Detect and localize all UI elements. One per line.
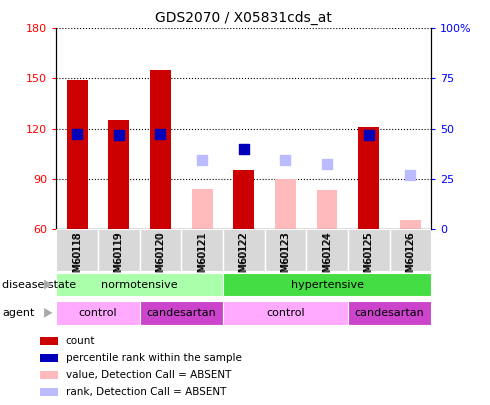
Text: GSM60118: GSM60118 (72, 231, 82, 284)
Text: GSM60125: GSM60125 (364, 232, 374, 285)
Text: GSM60120: GSM60120 (155, 231, 166, 284)
Text: control: control (79, 308, 117, 318)
Point (74, 130, 81, 137)
FancyBboxPatch shape (223, 229, 265, 271)
Text: GSM60121: GSM60121 (197, 232, 207, 285)
Text: GSM60126: GSM60126 (405, 231, 416, 284)
FancyBboxPatch shape (348, 301, 431, 325)
Text: value, Detection Call = ABSENT: value, Detection Call = ABSENT (66, 370, 231, 380)
Point (323, 160, 331, 167)
Point (198, 157, 206, 164)
Text: hypertensive: hypertensive (291, 279, 364, 290)
FancyBboxPatch shape (223, 273, 431, 296)
Text: GSM60118: GSM60118 (72, 232, 82, 285)
Title: GDS2070 / X05831cds_at: GDS2070 / X05831cds_at (155, 11, 332, 25)
Point (365, 132, 372, 139)
FancyBboxPatch shape (140, 229, 181, 271)
FancyBboxPatch shape (348, 229, 390, 271)
Bar (400, 220, 421, 229)
FancyBboxPatch shape (390, 229, 431, 271)
Text: normotensive: normotensive (101, 279, 178, 290)
FancyBboxPatch shape (140, 301, 223, 325)
FancyBboxPatch shape (223, 301, 348, 325)
Bar (233, 171, 254, 229)
FancyBboxPatch shape (56, 273, 223, 296)
FancyBboxPatch shape (56, 301, 140, 325)
Bar (108, 120, 129, 229)
Text: disease state: disease state (2, 279, 76, 290)
Bar (192, 189, 213, 229)
Text: candesartan: candesartan (355, 308, 424, 318)
Text: GSM60119: GSM60119 (114, 231, 124, 284)
FancyBboxPatch shape (181, 229, 223, 271)
Text: count: count (66, 336, 95, 346)
Bar (67, 80, 88, 229)
Bar (40, 388, 58, 396)
Bar (275, 179, 296, 229)
Point (156, 130, 164, 137)
Text: GSM60120: GSM60120 (155, 232, 166, 285)
Text: percentile rank within the sample: percentile rank within the sample (66, 353, 242, 363)
Text: control: control (266, 308, 305, 318)
Text: GSM60124: GSM60124 (322, 232, 332, 285)
Text: GSM60125: GSM60125 (364, 231, 374, 284)
Text: GSM60124: GSM60124 (322, 231, 332, 284)
Text: GSM60121: GSM60121 (197, 231, 207, 284)
FancyBboxPatch shape (56, 229, 98, 271)
Text: candesartan: candesartan (147, 308, 216, 318)
Text: rank, Detection Call = ABSENT: rank, Detection Call = ABSENT (66, 387, 226, 397)
Point (115, 132, 122, 139)
FancyBboxPatch shape (98, 229, 140, 271)
Text: GSM60123: GSM60123 (280, 232, 291, 285)
Text: GSM60122: GSM60122 (239, 231, 249, 284)
Point (281, 157, 289, 164)
Bar (40, 354, 58, 362)
Bar (150, 70, 171, 229)
Text: GSM60126: GSM60126 (405, 232, 416, 285)
Bar (40, 371, 58, 379)
Text: GSM60119: GSM60119 (114, 232, 124, 285)
FancyBboxPatch shape (306, 229, 348, 271)
Bar (40, 337, 58, 345)
FancyBboxPatch shape (265, 229, 306, 271)
Bar (317, 190, 338, 229)
Text: GSM60123: GSM60123 (280, 231, 291, 284)
Text: agent: agent (2, 308, 35, 318)
Point (406, 172, 414, 179)
Text: GSM60122: GSM60122 (239, 232, 249, 285)
Point (240, 145, 247, 152)
Bar (358, 127, 379, 229)
